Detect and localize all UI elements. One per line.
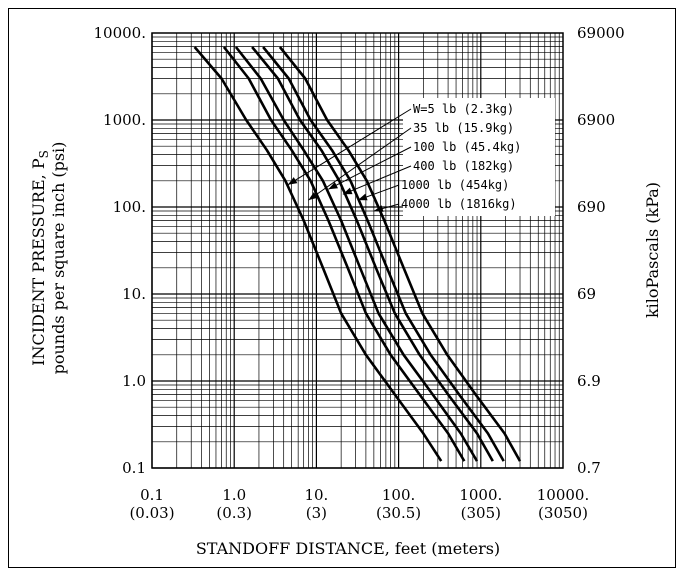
x-tick-sublabel: (0.03) [129, 504, 174, 522]
legend-leader-line [328, 146, 412, 190]
x-tick-sublabel: (305) [461, 504, 501, 522]
x-tick-sublabel: (3050) [538, 504, 588, 522]
figure-frame [8, 8, 676, 568]
x-tick-sublabel: (0.3) [216, 504, 252, 522]
x-tick-label: 10. [304, 486, 328, 504]
legend-box [403, 98, 555, 216]
y-axis-title-line1: INCIDENT PRESSURE, P [29, 158, 48, 366]
legend-arrowhead [373, 205, 384, 212]
y-axis-title-subscript: S [37, 150, 51, 158]
y-tick-label-left: 0.1 [122, 459, 146, 477]
series-line-5 [278, 46, 522, 462]
legend-entry: 400 lb (182kg) [413, 159, 514, 173]
x-tick-label: 1.0 [222, 486, 246, 504]
x-tick-sublabel: (30.5) [376, 504, 421, 522]
y-tick-label-right: 6.9 [577, 372, 601, 390]
series-line-2 [234, 46, 479, 462]
legend-arrowhead [357, 193, 368, 201]
x-tick-label: 100. [382, 486, 415, 504]
series-line-4 [262, 46, 505, 462]
legend-entry: 4000 lb (1816kg) [401, 197, 517, 211]
legend-arrowhead [342, 187, 353, 195]
y-axis-title-line2: pounds per square inch (psi) [49, 142, 68, 375]
y-tick-label-right: 69000 [577, 24, 625, 42]
y-axis-title-right: kiloPascals (kPa) [643, 182, 662, 318]
svg-text:INCIDENT PRESSURE, PS: INCIDENT PRESSURE, PS [29, 150, 51, 366]
legend-arrowhead [308, 192, 318, 201]
legend-entry: W=5 lb (2.3kg) [413, 102, 514, 116]
x-tick-sublabel: (3) [306, 504, 327, 522]
y-tick-label-right: 0.7 [577, 459, 601, 477]
x-tick-label: 10000. [537, 486, 590, 504]
y-axis-title-left: INCIDENT PRESSURE, PS pounds per square … [29, 142, 68, 375]
series-line-0 [193, 46, 443, 462]
y-tick-label-left: 100. [113, 198, 146, 216]
y-tick-label-right: 69 [577, 285, 596, 303]
series-line-3 [251, 46, 494, 462]
legend-arrowhead [287, 177, 298, 185]
legend: W=5 lb (2.3kg) 35 lb (15.9kg) 100 lb (45.4… [287, 98, 555, 216]
y-tick-label-right: 690 [577, 198, 606, 216]
x-axis-title: STANDOFF DISTANCE, feet (meters) [196, 539, 500, 558]
y-tick-label-left: 1000. [103, 111, 146, 129]
x-tick-label: 0.1 [140, 486, 164, 504]
y-tick-label-right: 6900 [577, 111, 615, 129]
tick-labels: 0.1(0.03)1.0(0.3)10.(3)100.(30.5)1000.(3… [94, 24, 625, 522]
series-line-1 [222, 46, 466, 462]
curves [193, 46, 522, 462]
legend-entry: 35 lb (15.9kg) [413, 121, 514, 135]
y-tick-label-left: 10. [122, 285, 146, 303]
x-tick-label: 1000. [459, 486, 502, 504]
legend-entry: 100 lb (45.4kg) [413, 140, 521, 154]
grid [151, 33, 563, 469]
legend-entry: 1000 lb (454kg) [401, 178, 509, 192]
legend-leader-line [287, 108, 412, 186]
y-tick-label-left: 1.0 [122, 372, 146, 390]
legend-leader-line [308, 127, 412, 201]
y-tick-label-left: 10000. [94, 24, 147, 42]
legend-arrowhead [328, 182, 338, 190]
plot-border [151, 32, 564, 469]
legend-leader-line [342, 165, 412, 195]
